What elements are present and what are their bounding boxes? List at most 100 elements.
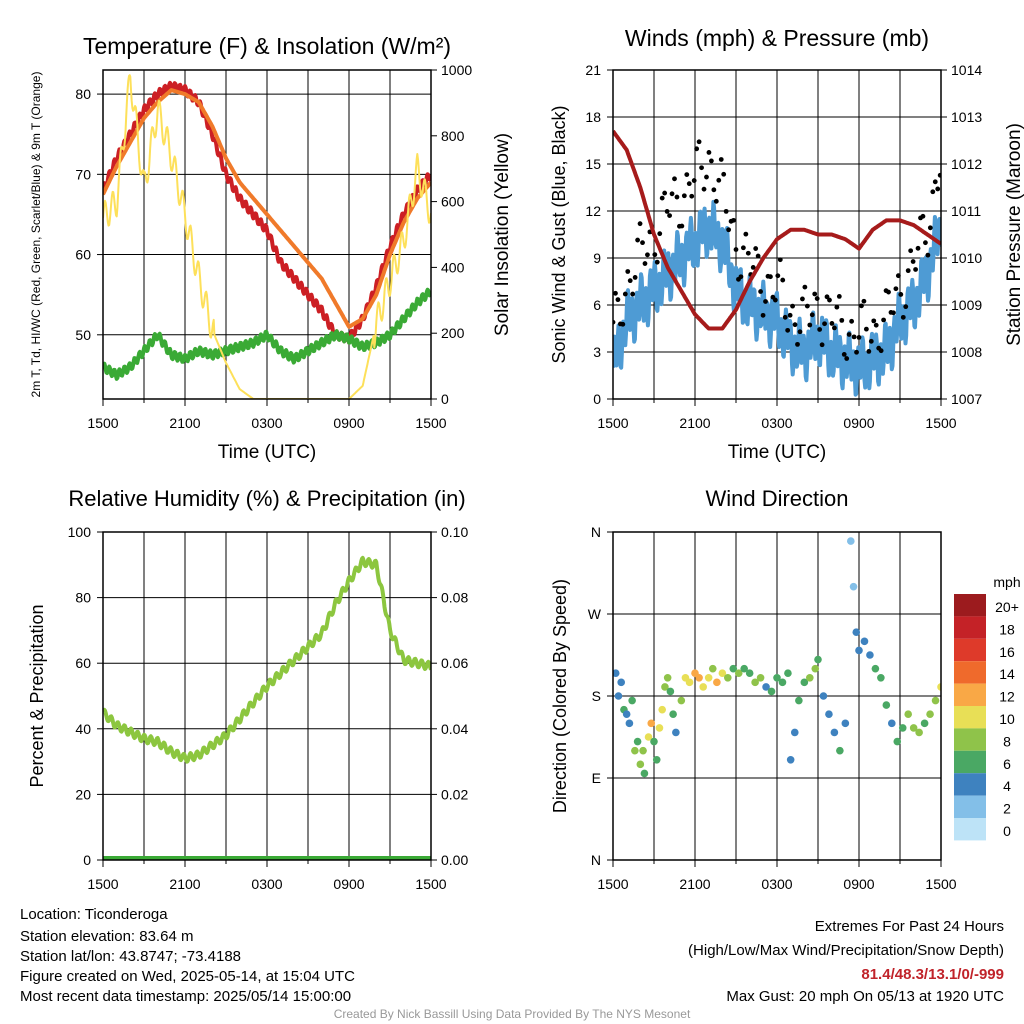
y-tick-label: W: [588, 606, 602, 622]
y-tick-label: 9: [593, 250, 601, 266]
gust-point: [935, 186, 941, 192]
gust-point: [745, 250, 751, 256]
wind-direction-point: [920, 719, 929, 728]
gust-point: [684, 172, 690, 178]
y-right-tick-label: 0.08: [441, 590, 468, 606]
x-tick-label: 0900: [843, 876, 874, 892]
gust-point: [891, 310, 896, 316]
y-right-tick-label: 0.02: [441, 786, 468, 802]
x-tick-label: 0300: [761, 876, 792, 892]
gust-point: [898, 292, 904, 297]
max-gust-text: Max Gust: 20 mph On 05/13 at 1920 UTC: [726, 988, 1004, 1005]
y-tick-label: 20: [75, 786, 91, 802]
legend-swatch: [954, 795, 986, 818]
gust-point: [768, 274, 773, 280]
gust-point: [731, 217, 736, 223]
gust-point: [807, 322, 813, 328]
gust-point: [696, 139, 702, 145]
gust-point: [905, 268, 911, 274]
gust-point: [637, 221, 643, 227]
gust-point: [704, 174, 709, 180]
gust-point: [625, 269, 631, 274]
y-tick-label: 100: [68, 524, 92, 540]
x-axis-label: Time (UTC): [728, 442, 827, 463]
y-right-tick-label: 0.04: [441, 721, 468, 737]
legend-label: 6: [1003, 756, 1011, 772]
legend-swatch: [954, 750, 986, 774]
wind-direction-point: [655, 724, 664, 732]
wind-direction-point: [825, 710, 833, 719]
gust-point: [667, 213, 672, 219]
y-right-tick-label: 1011: [951, 203, 981, 219]
y-right-tick-label: 1012: [951, 156, 982, 172]
gust-point: [827, 297, 832, 303]
created-text: Figure created on Wed, 2025-05-14, at 15…: [20, 968, 355, 985]
gust-point: [856, 335, 862, 340]
gust-point: [849, 318, 855, 324]
gust-point: [809, 312, 815, 318]
gust-point: [868, 338, 874, 344]
wind-direction-point: [745, 669, 754, 678]
wind-direction-point: [713, 678, 721, 687]
wind-direction-point: [704, 673, 713, 682]
x-tick-label: 1500: [87, 415, 118, 431]
wind-direction-point: [847, 537, 855, 545]
gust-point: [881, 317, 886, 323]
gust-point: [711, 187, 717, 193]
y-right-tick-label: 0: [441, 391, 449, 407]
gust-point: [640, 240, 645, 246]
gust-point: [657, 231, 663, 237]
recent-data-text: Most recent data timestamp: 2025/05/14 1…: [20, 988, 352, 1005]
wind-direction-point: [915, 728, 923, 737]
wind-direction-point: [751, 678, 759, 687]
y-tick-label: 12: [585, 203, 601, 219]
wind-direction-point: [893, 737, 902, 746]
y-right-tick-label: 600: [441, 194, 465, 210]
y-axis-label: Sonic Wind & Gust (Blue, Black): [549, 105, 569, 363]
wind-direction-point: [877, 673, 885, 682]
gust-point: [863, 326, 869, 332]
x-tick-label: 2100: [679, 876, 710, 892]
legend-swatch: [954, 638, 986, 662]
wind-direction-point: [677, 696, 686, 705]
series-rh: [103, 555, 431, 764]
y-right-axis-label: Solar Insolation (Yellow): [492, 133, 513, 336]
gust-point: [802, 284, 808, 290]
gust-point: [822, 321, 827, 327]
gust-point: [797, 329, 803, 335]
plot-frame: [102, 69, 432, 400]
y-tick-label: 3: [593, 344, 601, 360]
gust-point: [829, 321, 835, 326]
gust-point: [817, 327, 823, 332]
plot-area: [103, 74, 431, 399]
wind-direction-point: [819, 692, 828, 700]
gust-point: [841, 352, 847, 357]
y-right-tick-label: 800: [441, 128, 465, 144]
y-right-tick-label: 1009: [951, 297, 982, 313]
wind-direction-point: [795, 696, 803, 705]
y-tick-label: 0: [593, 391, 601, 407]
wind-direction-point: [695, 673, 703, 682]
wind-direction-point: [852, 628, 861, 637]
gust-point: [622, 291, 628, 297]
elevation-text: Station elevation: 83.64 m: [20, 928, 194, 945]
gust-point: [932, 179, 938, 185]
wind-direction-point: [636, 760, 645, 769]
y-tick-label: 21: [585, 62, 601, 78]
gust-point: [672, 176, 677, 182]
gust-point: [839, 317, 845, 323]
gust-point: [652, 252, 658, 258]
x-tick-label: 1500: [597, 415, 628, 431]
wind-direction-point: [614, 692, 623, 700]
gust-point: [654, 259, 660, 265]
gust-point: [920, 213, 926, 219]
gust-point: [927, 225, 933, 231]
gust-point: [726, 227, 732, 233]
legend-swatch: [954, 706, 986, 729]
y-right-tick-label: 1010: [951, 250, 982, 266]
gust-point: [777, 257, 783, 263]
wind-direction-point: [633, 737, 642, 746]
legend-label: 10: [999, 711, 1015, 727]
wind-direction-point: [800, 678, 809, 687]
